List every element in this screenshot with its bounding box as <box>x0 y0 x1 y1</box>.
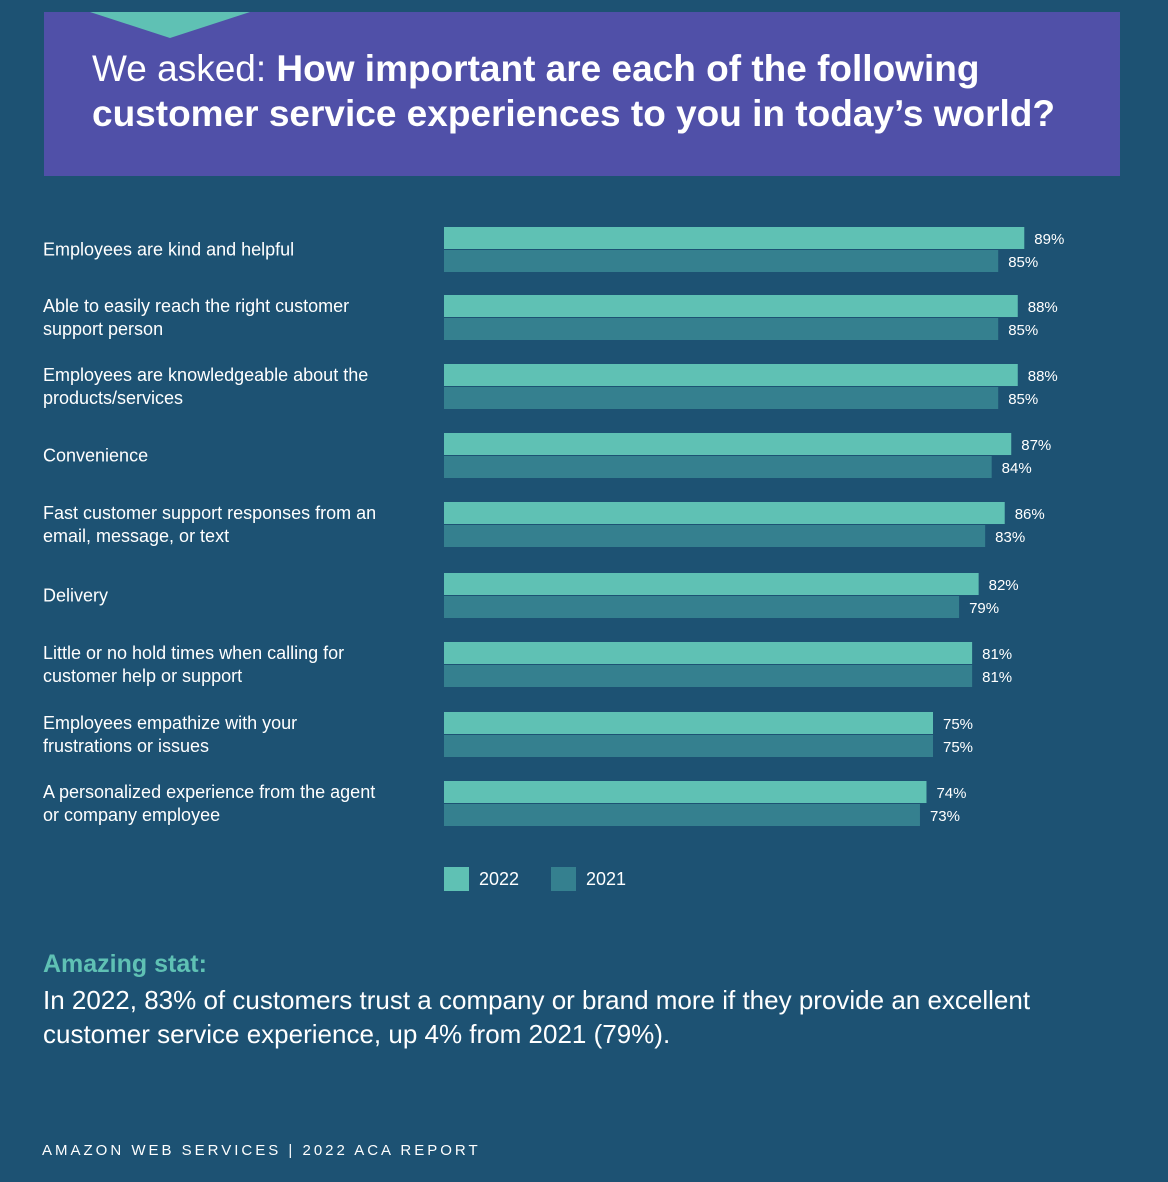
data-label: 75% <box>943 739 973 756</box>
bar-2022 <box>444 642 973 664</box>
bar-2021 <box>444 525 986 547</box>
page-title: We asked: How important are each of the … <box>92 46 1092 136</box>
bar-2022 <box>444 573 979 595</box>
header-banner <box>44 12 1120 176</box>
category-label: Fast customer support responses from an e… <box>43 503 376 546</box>
bar-2021 <box>444 735 933 757</box>
bar-chart: Employees are kind and helpful 89% 85% Able… <box>43 227 1064 891</box>
category-label: Employees are knowledgeable about the pro… <box>43 365 368 408</box>
data-label: 89% <box>1034 231 1064 248</box>
legend-label: 2021 <box>586 869 626 889</box>
bar-2021 <box>444 250 999 272</box>
category-label: Convenience <box>43 446 148 466</box>
legend-label: 2022 <box>479 869 519 889</box>
title-question: How important are each of the following … <box>92 48 1056 134</box>
bar-2022 <box>444 295 1018 317</box>
category-label: Delivery <box>43 586 108 606</box>
data-label: 85% <box>1008 322 1038 339</box>
stat-heading: Amazing stat: <box>43 950 207 978</box>
bar-2022 <box>444 712 933 734</box>
category-label: Able to easily reach the right customer s… <box>43 296 349 339</box>
data-label: 88% <box>1028 368 1058 385</box>
category-label: Little or no hold times when calling for… <box>43 643 344 686</box>
data-label: 74% <box>936 785 966 802</box>
data-label: 85% <box>1008 391 1038 408</box>
bar-2022 <box>444 364 1018 386</box>
bar-2022 <box>444 781 927 803</box>
category-label: Employees empathize with your frustration… <box>43 713 297 756</box>
stat-body: In 2022, 83% of customers trust a compan… <box>43 985 1031 1049</box>
data-label: 81% <box>982 669 1012 686</box>
legend-swatch-2022 <box>444 867 469 891</box>
bar-2021 <box>444 387 999 409</box>
data-label: 73% <box>930 808 960 825</box>
data-label: 75% <box>943 716 973 733</box>
data-label: 86% <box>1015 506 1045 523</box>
bar-2021 <box>444 665 973 687</box>
bar-2021 <box>444 318 999 340</box>
footer-text: AMAZON WEB SERVICES | 2022 ACA REPORT <box>42 1142 481 1159</box>
bar-2021 <box>444 456 992 478</box>
data-label: 87% <box>1021 437 1051 454</box>
bar-2022 <box>444 227 1025 249</box>
data-label: 85% <box>1008 254 1038 271</box>
bar-2021 <box>444 596 960 618</box>
data-label: 81% <box>982 646 1012 663</box>
legend-swatch-2021 <box>551 867 576 891</box>
header-content: We asked: How important are each of the … <box>44 12 1120 176</box>
category-label: A personalized experience from the agent… <box>43 782 375 825</box>
bar-2022 <box>444 433 1012 455</box>
data-label: 83% <box>995 529 1025 546</box>
bar-2022 <box>444 502 1005 524</box>
data-label: 88% <box>1028 299 1058 316</box>
data-label: 82% <box>989 577 1019 594</box>
header-notch <box>90 12 250 38</box>
data-label: 79% <box>969 600 999 617</box>
title-lead: We asked: <box>92 48 277 89</box>
category-label: Employees are kind and helpful <box>43 240 294 260</box>
data-label: 84% <box>1002 460 1032 477</box>
bar-2021 <box>444 804 920 826</box>
